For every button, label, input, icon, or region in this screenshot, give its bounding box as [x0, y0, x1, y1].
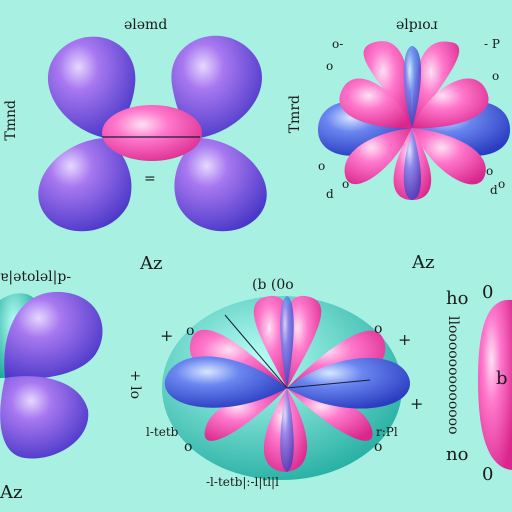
lobe-bl-upper	[4, 291, 103, 380]
bottom-right-orbital	[478, 299, 512, 470]
bottom-center-top-label: (b (0o	[252, 277, 294, 293]
lobe-pink-lower-right	[412, 128, 486, 185]
top-right-label-5: o	[318, 159, 326, 173]
bottom-center-right-plus: +	[398, 330, 412, 349]
top-right-orbital	[317, 41, 511, 200]
top-right-label-7: d	[326, 187, 334, 201]
bottom-left-corner-az: Az	[0, 482, 23, 503]
bottom-center-left-mid: + lo	[127, 370, 143, 400]
bottom-right-top-label: ho	[446, 288, 469, 309]
lobe-pink-lower-left	[344, 128, 412, 185]
bottom-left-orbital	[0, 291, 103, 459]
lobe-pink-top-right	[412, 41, 460, 129]
lobe-pink-upper-right	[412, 78, 489, 129]
bottom-right-top-zero: 0	[482, 282, 494, 303]
middle-az-right: Az	[412, 252, 435, 273]
blue-right	[287, 357, 411, 409]
bottom-center-orbital	[162, 295, 411, 480]
bottom-center-bottom-right-o: o	[374, 439, 383, 455]
lobe-pink-upper-left	[339, 78, 412, 129]
lobe-blue-center	[403, 46, 421, 128]
bottom-right-bottom-zero: 0	[482, 464, 494, 485]
pink-lower-right	[287, 388, 373, 441]
bottom-right-side-text: llooooooooooooo	[445, 316, 461, 435]
lobe-upper-right	[171, 35, 262, 138]
top-right-label-10: d	[490, 183, 498, 197]
torus-center	[102, 105, 202, 161]
bottom-left-title: ɐ|ǝtolǝl|p-	[0, 269, 72, 285]
top-right-label-4: o	[492, 69, 500, 83]
top-right-label-2: - P	[484, 37, 500, 51]
pink-lower-left	[204, 388, 287, 441]
bottom-center-left-o: o	[186, 323, 195, 339]
top-right-label-6: o	[342, 177, 350, 191]
lobe-lower-right	[174, 138, 267, 232]
top-left-title: ǝlǝmd	[124, 17, 168, 33]
bottom-right-bottom-label: no	[446, 444, 469, 465]
lobe-upper-left	[47, 36, 136, 138]
bottom-center-right-o: o	[374, 321, 383, 337]
top-right-label-3: o	[326, 59, 334, 73]
blue-left	[164, 356, 287, 408]
middle-az-left: Az	[140, 253, 163, 274]
top-left-orbital	[38, 35, 267, 232]
blue-center-top	[280, 296, 294, 388]
bottom-center-left-text: l-tetb	[146, 425, 179, 439]
top-right-label-1: o-	[332, 37, 344, 51]
bottom-center-bottom-left-o: o	[184, 439, 193, 455]
top-right-label-9: o	[498, 177, 506, 191]
bottom-right-bracket: b	[496, 368, 508, 389]
top-left-side-label: Tmnd	[3, 100, 19, 141]
bottom-center-left-plus: +	[160, 326, 174, 345]
top-right-label-8: o	[486, 164, 494, 178]
top-right-title: ǝlpıoɹ	[396, 17, 438, 33]
top-right-side-label: Tmrd	[287, 95, 303, 134]
bottom-center-right-text: r:Pl	[376, 425, 398, 439]
bottom-center-bottom-text: -l-tetb|:-l|tl|l	[206, 475, 279, 489]
bottom-center-right-plus-2: +	[410, 394, 424, 413]
top-left-bottom-label: =	[144, 171, 156, 187]
lobe-lower-left	[38, 138, 132, 232]
pink-tall-lobe	[478, 299, 512, 470]
lobe-bl-lower	[0, 376, 89, 459]
